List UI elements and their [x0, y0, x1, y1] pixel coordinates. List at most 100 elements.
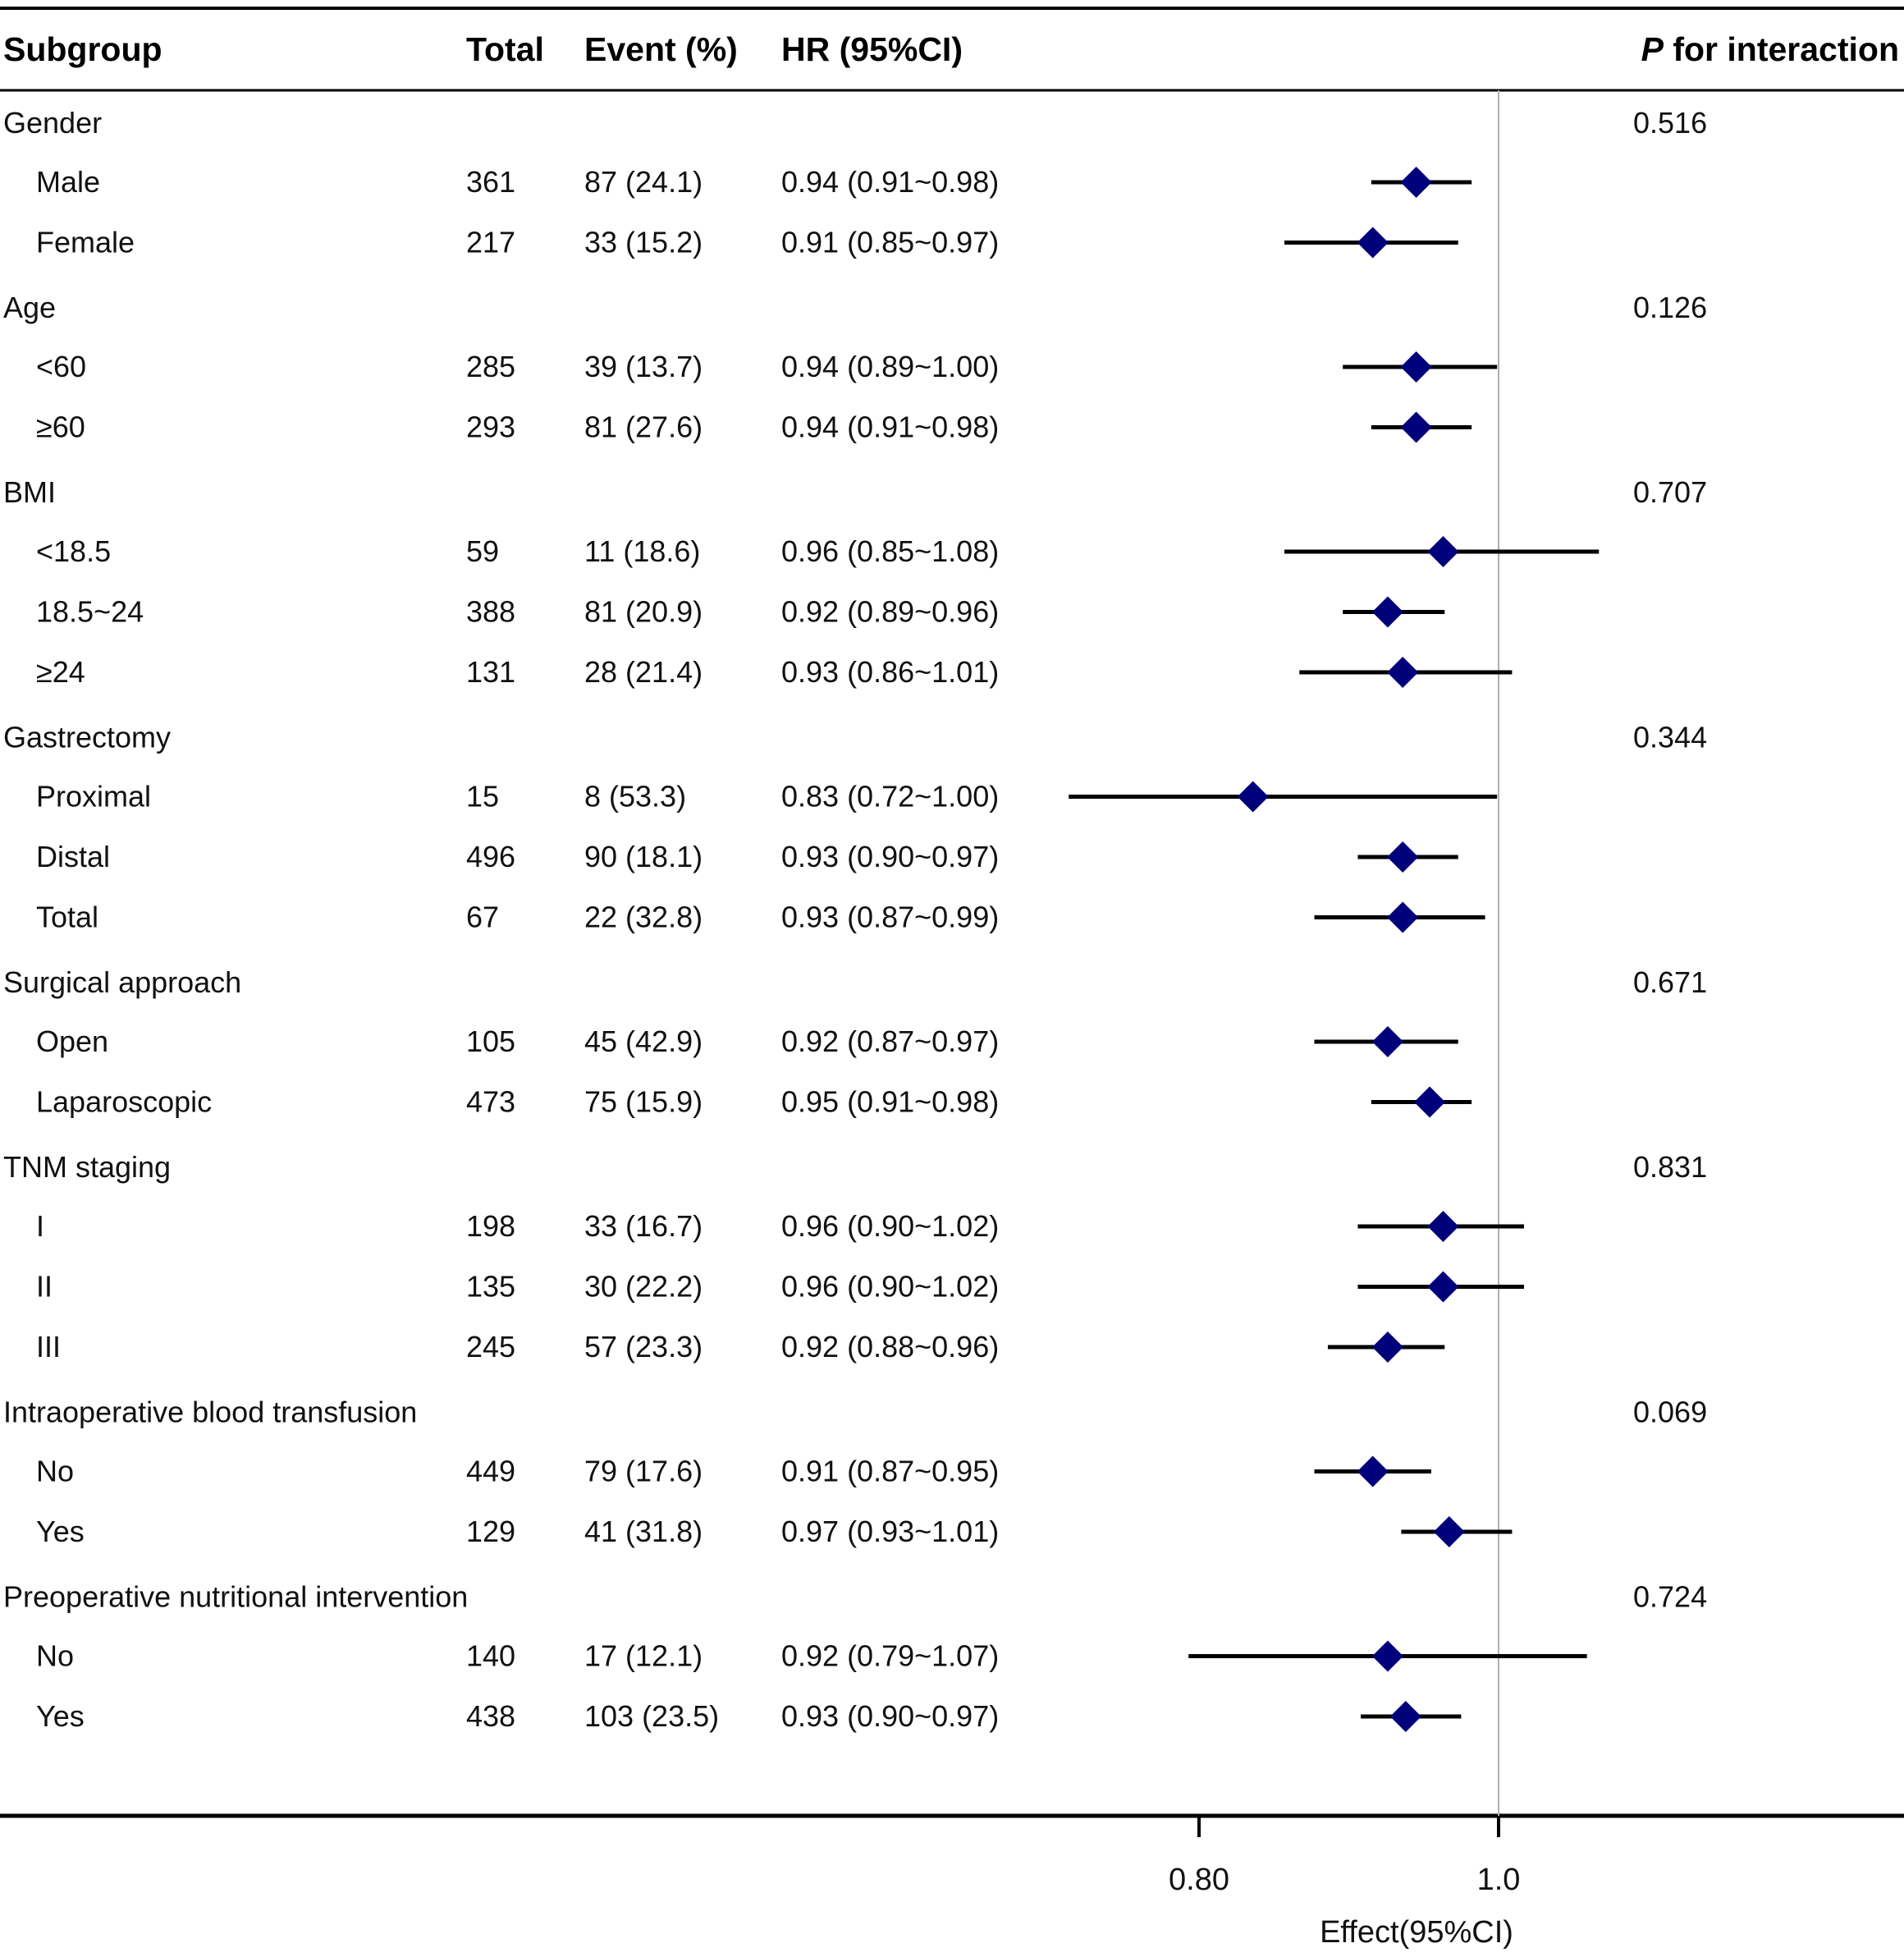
hr-ci-value: 0.91 (0.87~0.95) — [781, 1455, 999, 1488]
group-label: Preoperative nutritional intervention — [3, 1580, 468, 1614]
total-value: 105 — [466, 1024, 515, 1058]
hr-point-marker — [1400, 167, 1432, 198]
hr-point-marker — [1433, 1516, 1465, 1547]
event-value: 75 (15.9) — [584, 1085, 703, 1119]
p-interaction-value: 0.069 — [1633, 1396, 1707, 1429]
subgroup-label: Distal — [36, 840, 110, 873]
header-total: Total — [466, 30, 544, 68]
hr-point-marker — [1371, 1026, 1403, 1057]
subgroup-label: Total — [36, 901, 98, 934]
table-row: ≥24 131 28 (21.4) 0.93 (0.86~1.01) — [36, 655, 999, 689]
hr-ci-value: 0.96 (0.90~1.02) — [781, 1209, 999, 1243]
table-row: Proximal 15 8 (53.3) 0.83 (0.72~1.00) — [36, 780, 999, 814]
table-row: No 140 17 (12.1) 0.92 (0.79~1.07) — [36, 1639, 999, 1673]
p-interaction-value: 0.126 — [1633, 291, 1707, 324]
forest-marks — [1069, 167, 1600, 1732]
event-value: 17 (12.1) — [584, 1639, 703, 1673]
group-label: Surgical approach — [3, 965, 241, 999]
p-interaction-value: 0.724 — [1633, 1580, 1707, 1614]
hr-ci-value: 0.92 (0.89~0.96) — [781, 595, 999, 629]
group-label: Gastrectomy — [3, 721, 171, 754]
hr-point-marker — [1427, 1271, 1459, 1303]
header-p-rest: for interaction — [1664, 30, 1899, 68]
subgroup-label: <18.5 — [36, 534, 111, 568]
hr-point-marker — [1389, 1701, 1421, 1732]
total-value: 59 — [466, 534, 499, 568]
event-value: 11 (18.6) — [584, 534, 700, 568]
hr-ci-value: 0.93 (0.87~0.99) — [781, 901, 999, 934]
event-value: 33 (15.2) — [584, 226, 703, 259]
hr-point-marker — [1427, 536, 1459, 567]
total-value: 140 — [466, 1639, 515, 1673]
hr-ci-value: 0.93 (0.90~0.97) — [781, 840, 999, 873]
x-axis: 0.80 1.0 — [1169, 1816, 1520, 1897]
table-row: Distal 496 90 (18.1) 0.93 (0.90~0.97) — [36, 840, 999, 873]
table-row: II 135 30 (22.2) 0.96 (0.90~1.02) — [36, 1270, 999, 1304]
event-value: 22 (32.8) — [584, 901, 703, 934]
table-row: Open 105 45 (42.9) 0.92 (0.87~0.97) — [36, 1024, 999, 1058]
hr-point-marker — [1357, 227, 1389, 259]
hr-point-marker — [1357, 1455, 1389, 1487]
header-p-italic: P — [1641, 30, 1664, 68]
header-subgroup: Subgroup — [3, 30, 162, 68]
hr-ci-value: 0.96 (0.85~1.08) — [781, 534, 999, 568]
total-value: 131 — [466, 655, 515, 689]
event-value: 79 (17.6) — [584, 1455, 703, 1488]
subgroup-label: Male — [36, 165, 100, 199]
subgroup-label: Laparoscopic — [36, 1085, 212, 1119]
hr-point-marker — [1371, 1331, 1403, 1363]
total-value: 217 — [466, 226, 515, 259]
event-value: 41 (31.8) — [584, 1515, 703, 1548]
hr-ci-value: 0.96 (0.90~1.02) — [781, 1270, 999, 1304]
event-value: 45 (42.9) — [584, 1024, 703, 1058]
event-value: 103 (23.5) — [584, 1699, 719, 1733]
total-value: 473 — [466, 1085, 515, 1119]
hr-ci-value: 0.94 (0.91~0.98) — [781, 410, 999, 444]
group-label: TNM staging — [3, 1150, 171, 1184]
p-interaction-value: 0.344 — [1633, 721, 1707, 754]
subgroup-label: <60 — [36, 350, 86, 383]
hr-point-marker — [1414, 1086, 1446, 1118]
table-row: Female 217 33 (15.2) 0.91 (0.85~0.97) — [36, 226, 999, 259]
total-value: 285 — [466, 350, 515, 383]
hr-ci-value: 0.97 (0.93~1.01) — [781, 1515, 999, 1548]
hr-ci-value: 0.94 (0.89~1.00) — [781, 350, 999, 383]
event-value: 33 (16.7) — [584, 1209, 703, 1243]
hr-ci-value: 0.92 (0.87~0.97) — [781, 1024, 999, 1058]
table-row: Laparoscopic 473 75 (15.9) 0.95 (0.91~0.98) — [36, 1085, 999, 1119]
header-p-interaction: P for interaction — [1641, 30, 1899, 68]
event-value: 81 (27.6) — [584, 410, 703, 444]
total-value: 388 — [466, 595, 515, 629]
event-value: 8 (53.3) — [584, 780, 686, 814]
hr-point-marker — [1371, 1640, 1403, 1672]
x-tick-label: 1.0 — [1477, 1863, 1521, 1897]
total-value: 135 — [466, 1270, 515, 1304]
table-row: Yes 438 103 (23.5) 0.93 (0.90~0.97) — [36, 1699, 999, 1733]
hr-point-marker — [1400, 351, 1432, 383]
event-value: 87 (24.1) — [584, 165, 703, 199]
subgroup-label: ≥24 — [36, 655, 85, 689]
event-value: 39 (13.7) — [584, 350, 703, 383]
p-interaction-value: 0.516 — [1633, 106, 1707, 140]
event-value: 57 (23.3) — [584, 1330, 703, 1363]
total-value: 198 — [466, 1209, 515, 1243]
total-value: 67 — [466, 901, 499, 934]
table-row: <60 285 39 (13.7) 0.94 (0.89~1.00) — [36, 350, 999, 383]
hr-point-marker — [1387, 841, 1419, 873]
subgroup-label: Yes — [36, 1699, 85, 1733]
header-hr: HR (95%CI) — [781, 30, 963, 68]
group-label: Gender — [3, 106, 102, 140]
event-value: 30 (22.2) — [584, 1270, 703, 1304]
total-value: 245 — [466, 1330, 515, 1363]
table-row: I 198 33 (16.7) 0.96 (0.90~1.02) — [36, 1209, 999, 1243]
subgroup-label: Female — [36, 226, 135, 259]
table-rows: Gender 0.516 Male 361 87 (24.1) 0.94 (0.91~0.… — [3, 106, 1707, 1733]
table-row: 18.5~24 388 81 (20.9) 0.92 (0.89~0.96) — [36, 595, 999, 629]
subgroup-label: III — [36, 1330, 61, 1363]
x-tick-label: 0.80 — [1169, 1863, 1229, 1897]
hr-ci-value: 0.93 (0.90~0.97) — [781, 1699, 999, 1733]
table-row: Yes 129 41 (31.8) 0.97 (0.93~1.01) — [36, 1515, 999, 1548]
hr-point-marker — [1387, 657, 1419, 688]
hr-point-marker — [1427, 1211, 1459, 1242]
table-row: No 449 79 (17.6) 0.91 (0.87~0.95) — [36, 1455, 999, 1488]
